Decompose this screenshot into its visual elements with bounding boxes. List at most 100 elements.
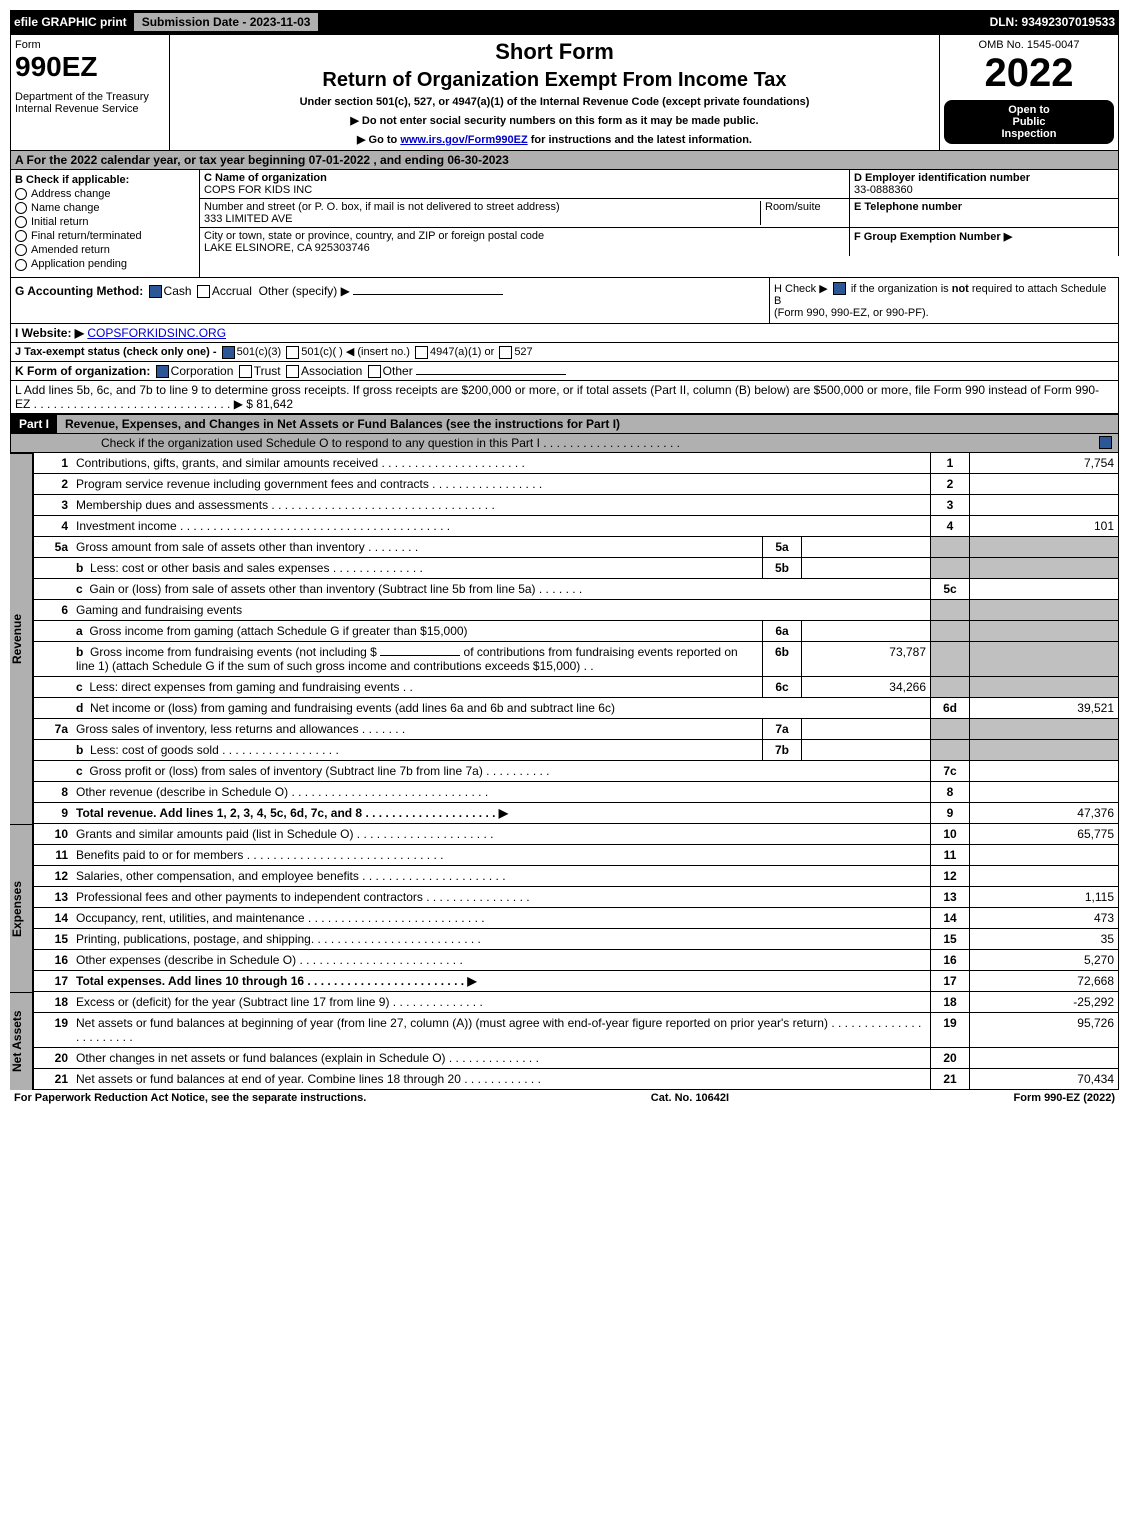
line-7a-mval bbox=[802, 719, 931, 740]
checkbox-amended-return[interactable] bbox=[15, 244, 27, 256]
checkbox-name-change[interactable] bbox=[15, 202, 27, 214]
checkbox-address-change[interactable] bbox=[15, 188, 27, 200]
lbl-assoc: Association bbox=[301, 364, 362, 378]
checkbox-accrual[interactable] bbox=[197, 285, 210, 298]
checkbox-schedule-o[interactable] bbox=[1099, 436, 1112, 449]
checkbox-corp[interactable] bbox=[156, 365, 169, 378]
lbl-corp: Corporation bbox=[171, 364, 234, 378]
checkbox-assoc[interactable] bbox=[286, 365, 299, 378]
line-7c-val bbox=[970, 761, 1119, 782]
line-6c-mid: 6c bbox=[763, 677, 802, 698]
line-6-desc: Gaming and fundraising events bbox=[72, 600, 931, 621]
line-8-no: 8 bbox=[34, 782, 73, 803]
netassets-side-label: Net Assets bbox=[10, 992, 33, 1090]
checkbox-4947[interactable] bbox=[415, 346, 428, 359]
line-1-desc: Contributions, gifts, grants, and simila… bbox=[72, 453, 931, 474]
line-5b-sub: b bbox=[76, 561, 83, 575]
checkbox-501c3[interactable] bbox=[222, 346, 235, 359]
revenue-table: 1Contributions, gifts, grants, and simil… bbox=[33, 453, 1119, 824]
section-c-label: C Name of organization bbox=[204, 172, 327, 184]
line-12-desc: Salaries, other compensation, and employ… bbox=[72, 866, 931, 887]
org-city: LAKE ELSINORE, CA 925303746 bbox=[204, 242, 370, 254]
lbl-527: 527 bbox=[514, 346, 532, 358]
line-15-col: 15 bbox=[931, 929, 970, 950]
lbl-accrual: Accrual bbox=[212, 284, 252, 298]
line-9-no: 9 bbox=[34, 803, 73, 824]
line-2-desc: Program service revenue including govern… bbox=[72, 474, 931, 495]
tax-year: 2022 bbox=[944, 51, 1114, 96]
subtitle: Under section 501(c), 527, or 4947(a)(1)… bbox=[174, 96, 935, 108]
expenses-side-label: Expenses bbox=[10, 824, 33, 992]
line-5c-no bbox=[34, 579, 73, 600]
section-j-label: J Tax-exempt status (check only one) - bbox=[15, 346, 220, 358]
line-3-col: 3 bbox=[931, 495, 970, 516]
line-4-val: 101 bbox=[970, 516, 1119, 537]
instr2-pre: ▶ Go to bbox=[357, 134, 400, 146]
line-19-col: 19 bbox=[931, 1013, 970, 1048]
checkbox-cash[interactable] bbox=[149, 285, 162, 298]
lbl-application-pending: Application pending bbox=[31, 258, 127, 270]
line-6c-sub: c bbox=[76, 680, 83, 694]
line-7b-col-shade bbox=[931, 740, 970, 761]
checkbox-initial-return[interactable] bbox=[15, 216, 27, 228]
line-21-no: 21 bbox=[34, 1069, 73, 1090]
lbl-cash: Cash bbox=[164, 284, 192, 298]
line-5b-mval bbox=[802, 558, 931, 579]
line-7c-col: 7c bbox=[931, 761, 970, 782]
line-6c-desc: Less: direct expenses from gaming and fu… bbox=[89, 680, 413, 694]
section-b: B Check if applicable: Address change Na… bbox=[10, 170, 200, 277]
line-17-desc: Total expenses. Add lines 10 through 16 … bbox=[76, 974, 477, 988]
line-6c-no bbox=[34, 677, 73, 698]
line-17-no: 17 bbox=[34, 971, 73, 992]
form-header: Form 990EZ Department of the Treasury In… bbox=[10, 34, 1119, 151]
line-7b-no bbox=[34, 740, 73, 761]
line-8-desc: Other revenue (describe in Schedule O) .… bbox=[72, 782, 931, 803]
line-2-col: 2 bbox=[931, 474, 970, 495]
line-14-desc: Occupancy, rent, utilities, and maintena… bbox=[72, 908, 931, 929]
checkbox-final-return[interactable] bbox=[15, 230, 27, 242]
line-13-desc: Professional fees and other payments to … bbox=[72, 887, 931, 908]
section-b-title: B Check if applicable: bbox=[15, 174, 195, 186]
checkbox-501c[interactable] bbox=[286, 346, 299, 359]
line-5b-mid: 5b bbox=[763, 558, 802, 579]
irs-link[interactable]: www.irs.gov/Form990EZ bbox=[400, 134, 527, 146]
part1-header: Part I Revenue, Expenses, and Changes in… bbox=[10, 414, 1119, 434]
lbl-name-change: Name change bbox=[31, 202, 100, 214]
line-6a-col-shade bbox=[931, 621, 970, 642]
checkbox-h[interactable] bbox=[833, 282, 846, 295]
footer-catno: Cat. No. 10642I bbox=[651, 1092, 729, 1104]
website-link[interactable]: COPSFORKIDSINC.ORG bbox=[87, 326, 226, 340]
part1-check-line: Check if the organization used Schedule … bbox=[101, 436, 680, 450]
line-5a-mid: 5a bbox=[763, 537, 802, 558]
line-18-val: -25,292 bbox=[970, 992, 1119, 1013]
lbl-other-method: Other (specify) ▶ bbox=[259, 284, 350, 298]
line-9-col: 9 bbox=[931, 803, 970, 824]
line-6c-col-shade bbox=[931, 677, 970, 698]
room-suite-label: Room/suite bbox=[761, 201, 845, 225]
line-4-no: 4 bbox=[34, 516, 73, 537]
checkbox-application-pending[interactable] bbox=[15, 259, 27, 271]
line-18-desc: Excess or (deficit) for the year (Subtra… bbox=[72, 992, 931, 1013]
checkbox-527[interactable] bbox=[499, 346, 512, 359]
line-6a-mid: 6a bbox=[763, 621, 802, 642]
line-6a-desc: Gross income from gaming (attach Schedul… bbox=[89, 624, 467, 638]
line-13-col: 13 bbox=[931, 887, 970, 908]
line-16-no: 16 bbox=[34, 950, 73, 971]
efile-label[interactable]: efile GRAPHIC print bbox=[14, 15, 127, 29]
line-6-no: 6 bbox=[34, 600, 73, 621]
line-7b-desc: Less: cost of goods sold . . . . . . . .… bbox=[90, 743, 339, 757]
lbl-501c: 501(c)( ) ◀ (insert no.) bbox=[301, 346, 410, 358]
section-l-text: L Add lines 5b, 6c, and 7b to line 9 to … bbox=[15, 383, 1099, 411]
checkbox-trust[interactable] bbox=[239, 365, 252, 378]
line-10-desc: Grants and similar amounts paid (list in… bbox=[72, 824, 931, 845]
line-5b-col-shade bbox=[931, 558, 970, 579]
line-11-val bbox=[970, 845, 1119, 866]
dln-label: DLN: 93492307019533 bbox=[990, 15, 1115, 29]
line-20-desc: Other changes in net assets or fund bala… bbox=[72, 1048, 931, 1069]
line-6a-mval bbox=[802, 621, 931, 642]
line-5c-col: 5c bbox=[931, 579, 970, 600]
line-16-val: 5,270 bbox=[970, 950, 1119, 971]
line-18-no: 18 bbox=[34, 992, 73, 1013]
line-2-no: 2 bbox=[34, 474, 73, 495]
checkbox-other-org[interactable] bbox=[368, 365, 381, 378]
